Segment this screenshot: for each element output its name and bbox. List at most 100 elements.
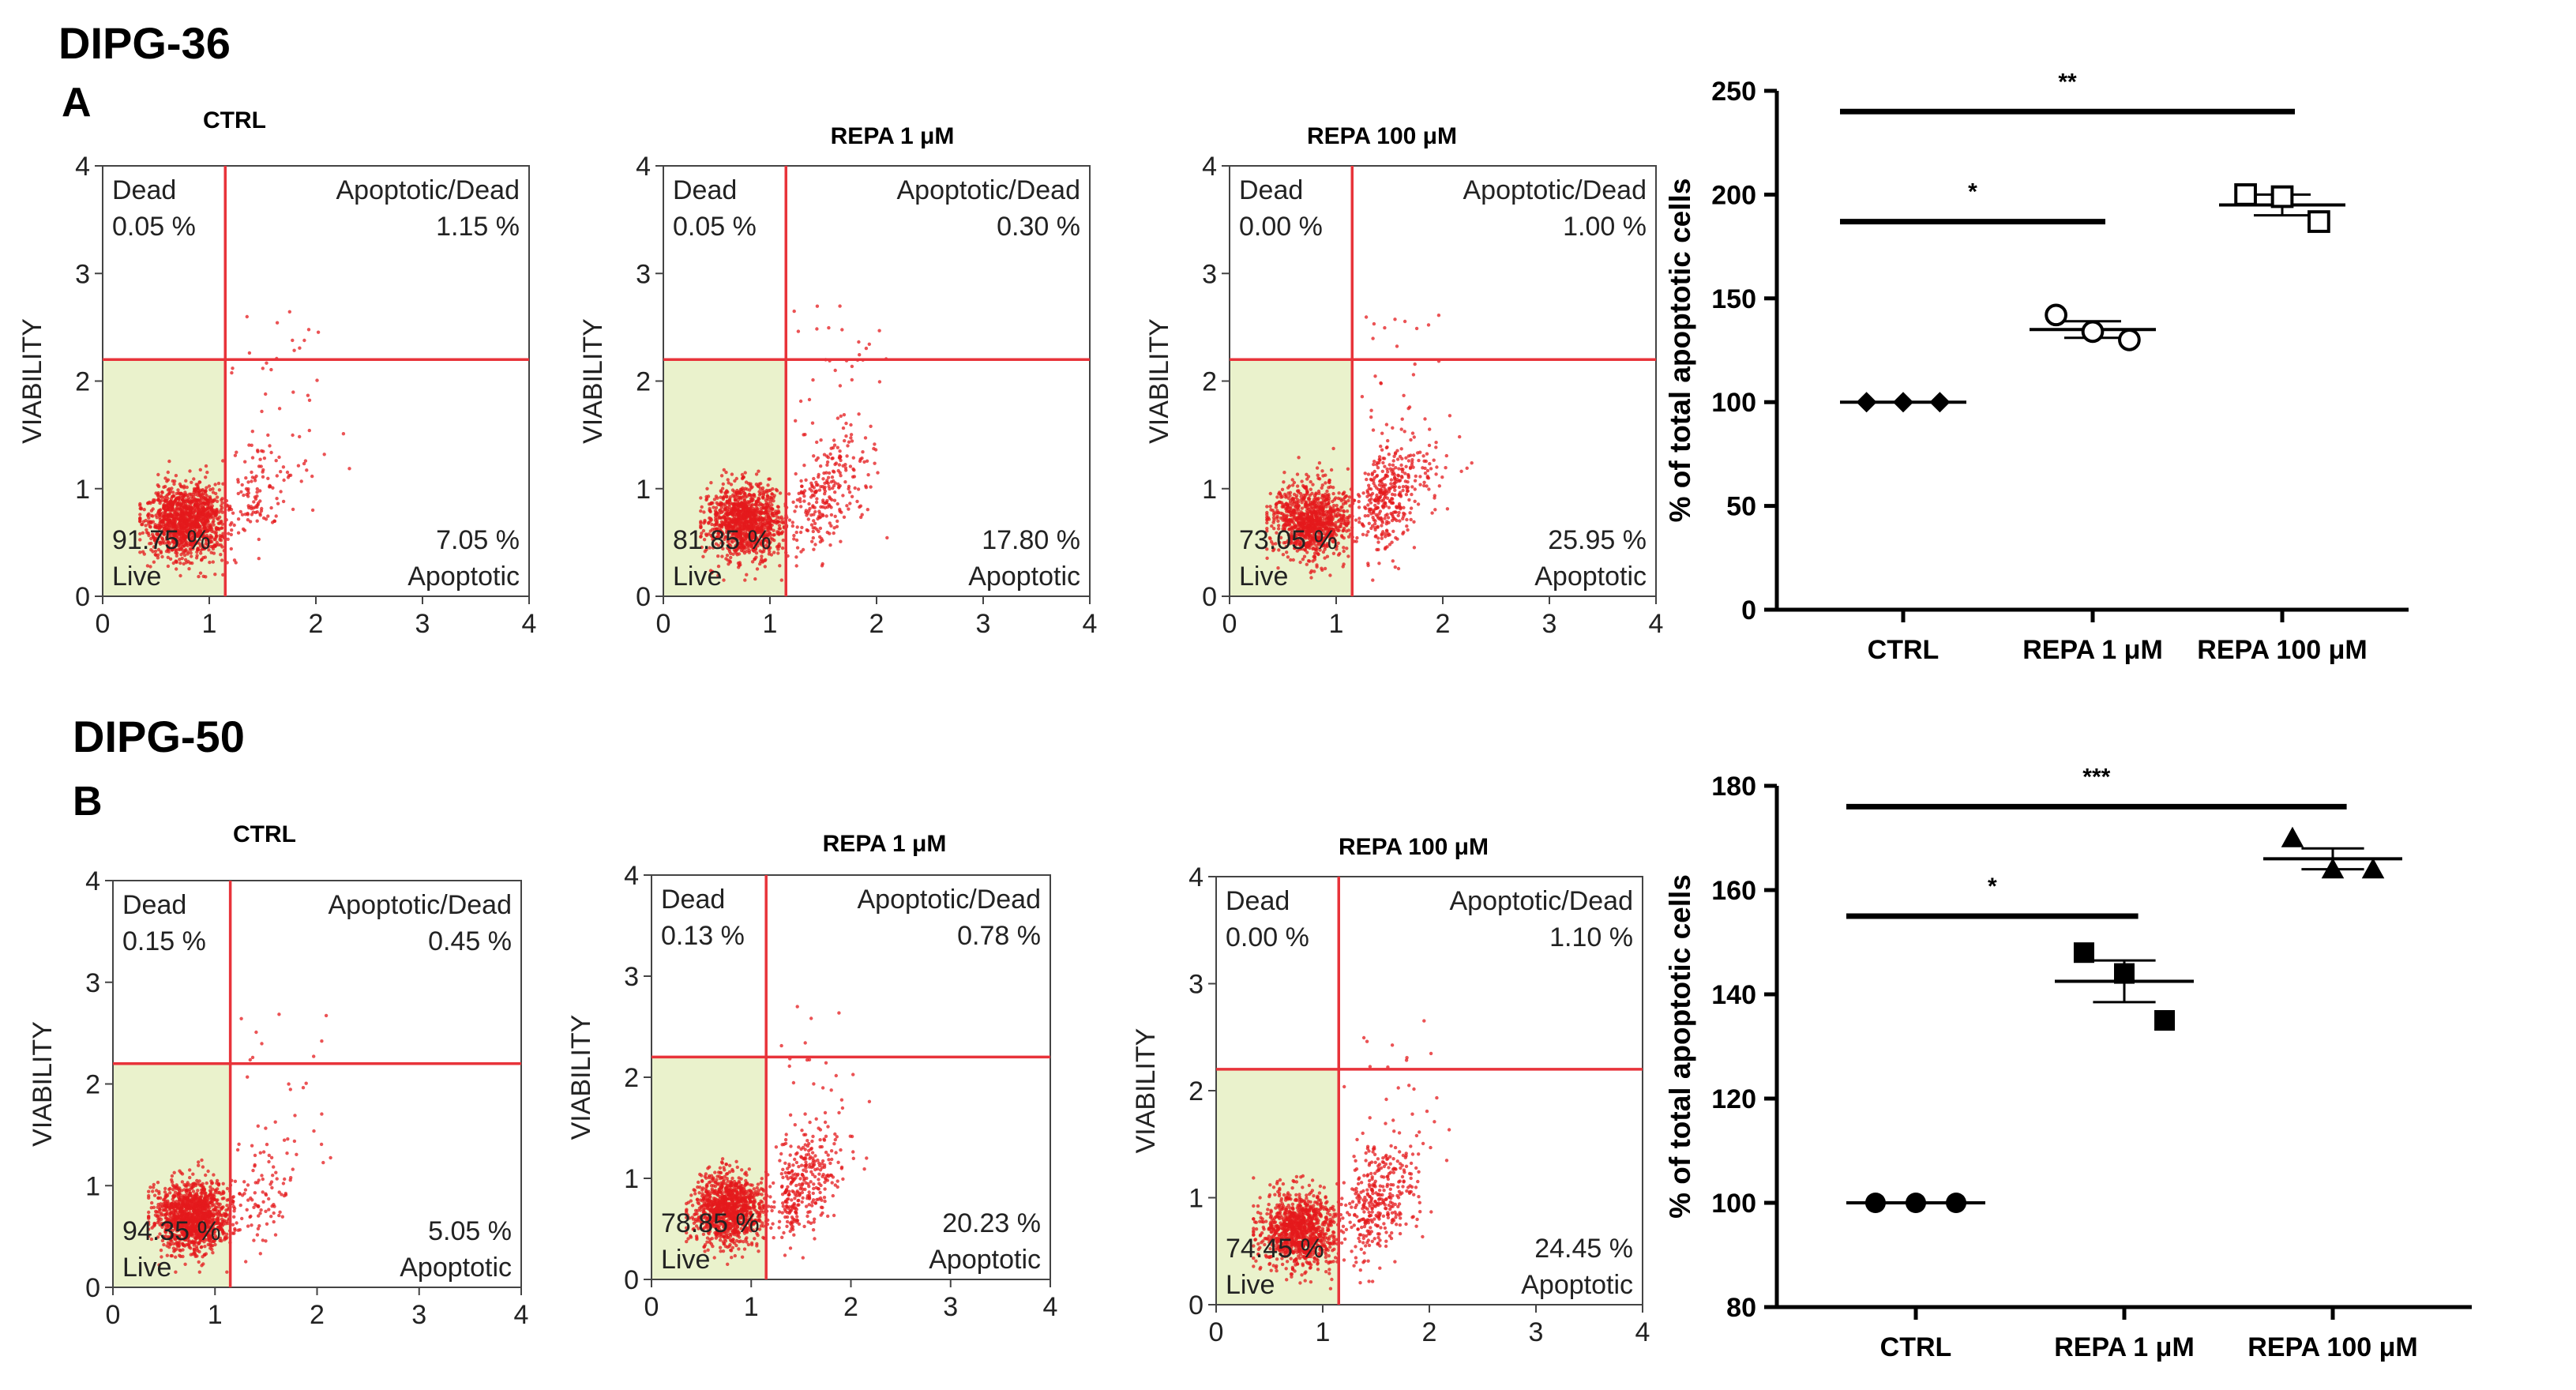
event-dot	[1342, 526, 1346, 531]
event-dot	[188, 543, 193, 547]
event-dot	[717, 530, 721, 534]
event-dot	[224, 1212, 228, 1217]
event-dot	[201, 547, 205, 551]
event-dot	[231, 1196, 235, 1200]
event-dot	[188, 1200, 192, 1205]
event-dot	[178, 1235, 182, 1239]
event-dot	[714, 505, 719, 510]
event-dot	[176, 1195, 181, 1199]
event-dot	[176, 1211, 180, 1215]
event-dot	[715, 520, 719, 524]
event-dot	[1411, 373, 1416, 377]
event-dot	[178, 517, 182, 521]
event-dot	[1403, 471, 1407, 475]
y-axis-label: VIABILITY	[1144, 318, 1174, 444]
event-dot	[167, 550, 171, 554]
event-dot	[207, 538, 211, 542]
event-dot	[228, 523, 232, 527]
event-dot	[185, 494, 189, 498]
event-dot	[714, 523, 718, 527]
event-dot	[178, 538, 182, 543]
event-dot	[1379, 381, 1383, 385]
event-dot	[1301, 517, 1305, 521]
event-dot	[201, 488, 205, 492]
event-dot	[753, 520, 757, 524]
event-dot	[184, 1196, 188, 1200]
event-dot	[1309, 506, 1313, 510]
event-dot	[204, 492, 208, 496]
event-dot	[138, 532, 142, 536]
event-dot	[829, 480, 834, 484]
event-dot	[743, 530, 748, 535]
event-dot	[189, 507, 193, 512]
event-dot	[820, 505, 825, 509]
event-dot	[175, 560, 178, 565]
event-dot	[138, 538, 142, 542]
event-dot	[844, 434, 848, 438]
event-dot	[1366, 563, 1370, 568]
event-dot	[732, 504, 737, 508]
event-dot	[191, 1222, 196, 1227]
event-dot	[1369, 415, 1373, 419]
event-dot	[1380, 520, 1385, 524]
event-dot	[792, 309, 796, 314]
event-dot	[1350, 502, 1355, 505]
event-dot	[197, 533, 201, 537]
event-dot	[1368, 509, 1372, 513]
event-dot	[1296, 505, 1300, 510]
event-dot	[198, 503, 203, 507]
event-dot	[189, 524, 193, 528]
event-dot	[1297, 532, 1302, 535]
event-dot	[248, 1058, 252, 1062]
event-dot	[798, 530, 803, 535]
event-dot	[225, 1198, 229, 1202]
event-dot	[775, 489, 779, 493]
event-dot	[185, 506, 190, 510]
event-dot	[1279, 493, 1283, 497]
event-dot	[766, 528, 770, 532]
event-dot	[227, 1218, 231, 1222]
event-dot	[246, 494, 250, 498]
event-dot	[195, 554, 199, 558]
event-dot	[1305, 516, 1309, 520]
event-dot	[208, 1214, 213, 1218]
event-dot	[762, 539, 766, 543]
event-dot	[201, 1188, 205, 1192]
event-dot	[216, 527, 220, 531]
event-dot	[830, 456, 834, 460]
event-dot	[1310, 518, 1314, 522]
event-dot	[801, 490, 805, 495]
event-dot	[189, 1219, 193, 1224]
event-dot	[153, 552, 157, 557]
event-dot	[204, 502, 208, 506]
event-dot	[160, 490, 164, 494]
event-dot	[199, 512, 203, 516]
event-dot	[1294, 518, 1298, 522]
event-dot	[201, 1216, 205, 1221]
event-dot	[181, 1242, 185, 1246]
event-dot	[194, 524, 198, 528]
event-dot	[246, 504, 250, 508]
event-dot	[1448, 414, 1452, 418]
event-dot	[212, 1197, 216, 1202]
event-dot	[1324, 533, 1329, 537]
event-dot	[724, 526, 728, 530]
event-dot	[727, 481, 730, 485]
event-dot	[205, 518, 209, 523]
event-dot	[739, 490, 744, 494]
event-dot	[1302, 529, 1306, 533]
event-dot	[193, 518, 198, 522]
event-dot	[225, 1232, 229, 1237]
event-dot	[1348, 514, 1352, 518]
event-dot	[182, 1230, 187, 1234]
event-dot	[220, 498, 223, 502]
event-dot	[751, 524, 756, 528]
event-dot	[197, 1221, 201, 1225]
event-dot	[199, 496, 204, 500]
event-dot	[176, 1215, 180, 1219]
event-dot	[747, 520, 751, 524]
event-dot	[178, 530, 182, 535]
event-dot	[1398, 454, 1403, 459]
event-dot	[204, 527, 208, 531]
event-dot	[190, 524, 193, 528]
